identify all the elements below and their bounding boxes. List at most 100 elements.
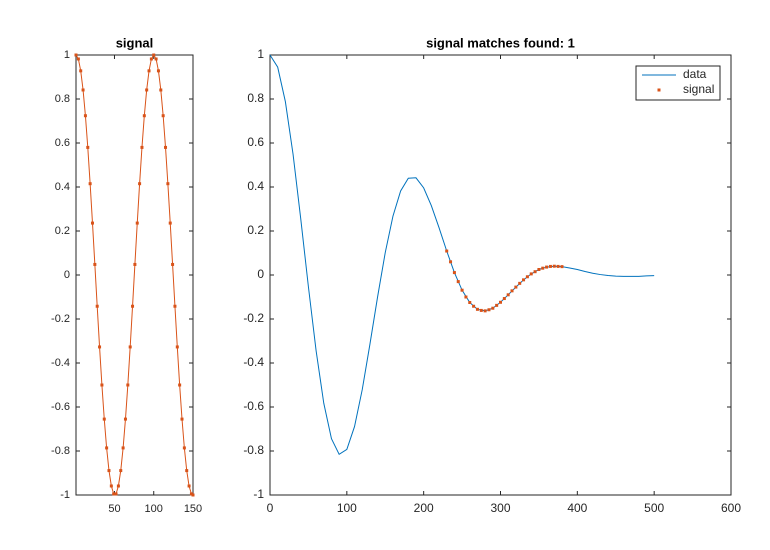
y-tick-label: -0.6 <box>51 401 70 413</box>
marker <box>552 264 556 268</box>
y-tick-label: 0 <box>64 269 70 281</box>
marker <box>491 306 495 310</box>
marker <box>76 57 80 61</box>
marker <box>537 268 541 271</box>
marker <box>149 57 153 61</box>
marker <box>502 297 506 301</box>
marker <box>86 145 90 149</box>
y-tick-label: 1 <box>64 49 70 61</box>
marker <box>145 88 149 92</box>
marker <box>506 293 510 297</box>
x-tick-label: 500 <box>644 501 664 515</box>
y-tick-label: -0.4 <box>51 357 70 369</box>
marker <box>88 182 92 186</box>
marker <box>93 262 97 266</box>
y-tick-label: -0.4 <box>243 355 264 369</box>
y-tick-label: 0.8 <box>247 91 264 105</box>
y-tick-label: -0.2 <box>243 311 264 325</box>
y-tick-label: 0.6 <box>55 137 70 149</box>
marker <box>483 309 487 313</box>
marker <box>475 307 479 311</box>
marker <box>460 288 464 292</box>
legend-label: data <box>683 67 707 81</box>
marker <box>472 304 476 308</box>
marker <box>109 484 113 488</box>
marker <box>152 53 156 57</box>
marker <box>464 295 468 299</box>
marker <box>449 260 453 264</box>
plot-area <box>269 54 732 496</box>
marker <box>164 145 168 149</box>
marker <box>90 221 94 225</box>
marker <box>525 275 529 279</box>
marker <box>182 446 186 450</box>
marker <box>105 446 109 450</box>
y-tick-label: 0.2 <box>55 225 70 237</box>
marker <box>452 271 456 275</box>
marker <box>119 469 123 473</box>
x-tick-label: 100 <box>337 501 357 515</box>
marker <box>522 278 526 282</box>
marker <box>173 304 177 308</box>
x-tick-label: 150 <box>184 503 202 515</box>
marker <box>74 53 78 57</box>
marker <box>545 265 549 269</box>
marker <box>107 469 111 473</box>
marker <box>175 345 179 349</box>
marker <box>510 289 514 293</box>
y-tick-label: -0.2 <box>51 313 70 325</box>
marker <box>191 493 195 497</box>
marker <box>114 492 118 496</box>
marker <box>116 484 120 488</box>
marker <box>161 114 165 118</box>
marker <box>154 57 158 61</box>
marker <box>83 114 87 118</box>
marker <box>168 221 172 225</box>
marker <box>159 88 163 92</box>
marker <box>79 69 83 73</box>
marker <box>529 272 533 276</box>
marker <box>495 303 499 307</box>
marker <box>140 145 144 149</box>
y-tick-label: 0.4 <box>55 181 70 193</box>
marker <box>121 446 125 450</box>
marker <box>126 383 130 387</box>
marker <box>112 492 116 496</box>
y-tick-label: -1 <box>60 489 70 501</box>
x-tick-label: 50 <box>108 503 120 515</box>
marker <box>487 308 491 312</box>
marker <box>100 383 104 387</box>
marker <box>180 417 184 421</box>
marker <box>131 304 135 308</box>
marker <box>123 417 127 421</box>
marker <box>499 300 502 304</box>
x-tick-label: 100 <box>145 503 163 515</box>
marker <box>556 264 560 268</box>
y-tick-label: -0.8 <box>51 445 70 457</box>
marker <box>147 69 151 73</box>
marker <box>187 484 191 488</box>
marker <box>185 469 189 473</box>
marker <box>514 285 518 289</box>
y-tick-label: 0 <box>257 267 264 281</box>
legend-swatch <box>657 88 661 92</box>
y-tick-label: 0.8 <box>55 93 70 105</box>
chart-title: signal matches found: 1 <box>426 35 575 50</box>
x-tick-label: 200 <box>414 501 434 515</box>
marker <box>81 88 85 92</box>
y-tick-label: 1 <box>257 47 264 61</box>
y-tick-label: 0.4 <box>247 179 264 193</box>
marker <box>479 308 483 312</box>
marker <box>445 249 449 253</box>
marker <box>166 182 170 186</box>
y-tick-label: -0.8 <box>243 443 264 457</box>
marker <box>133 262 137 266</box>
marker <box>468 301 472 304</box>
marker <box>138 182 142 186</box>
y-tick-label: -0.6 <box>243 399 264 413</box>
marker <box>178 383 182 387</box>
marker <box>142 114 146 118</box>
